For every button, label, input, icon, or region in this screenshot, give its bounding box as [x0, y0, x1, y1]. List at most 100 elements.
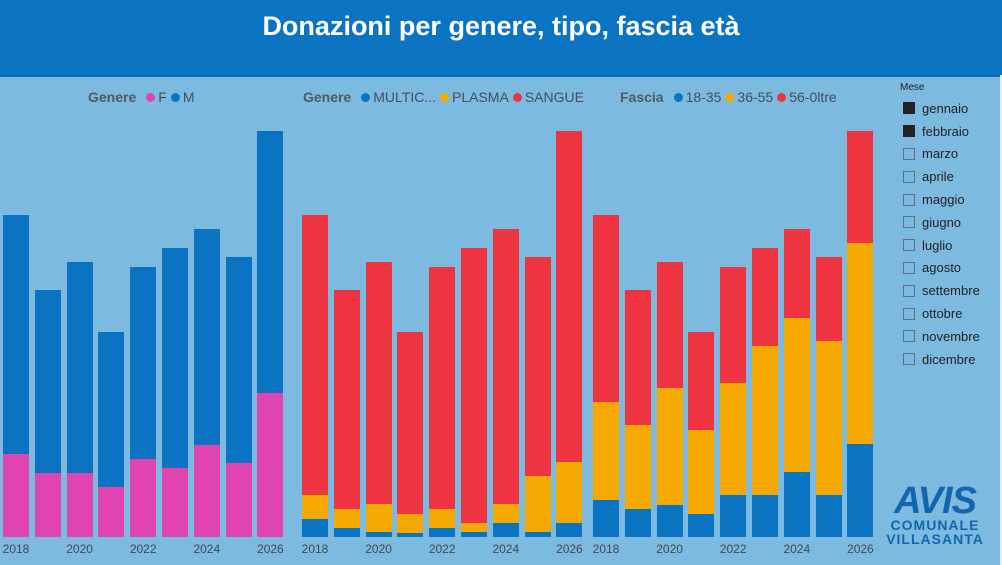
checkbox-icon[interactable]	[903, 353, 915, 366]
checkbox-icon[interactable]	[903, 193, 915, 206]
bar-segment-3655[interactable]	[656, 388, 683, 505]
bar-segment-3655[interactable]	[752, 346, 778, 495]
bar-segment-multic[interactable]	[302, 519, 328, 537]
bar-segment-3655[interactable]	[688, 430, 715, 514]
checkbox-icon[interactable]	[903, 261, 915, 274]
checkbox-icon[interactable]	[903, 307, 915, 320]
checkbox-icon[interactable]	[903, 216, 915, 229]
bar-segment-plasma[interactable]	[492, 504, 519, 523]
legend-item[interactable]: PLASMA	[436, 89, 509, 105]
bar-segment-multic[interactable]	[365, 532, 392, 537]
bar-segment-1835[interactable]	[688, 514, 715, 537]
bar-segment-1835[interactable]	[656, 505, 683, 537]
bar-segment-560ltre[interactable]	[656, 262, 683, 388]
bar-segment-3655[interactable]	[815, 341, 842, 495]
bar-segment-multic[interactable]	[461, 532, 487, 537]
bar-segment-sangue[interactable]	[556, 131, 583, 462]
bar-segment-f[interactable]	[225, 463, 252, 537]
bar-segment-560ltre[interactable]	[815, 257, 842, 341]
bar-segment-m[interactable]	[66, 262, 93, 473]
slicer-item-settembre[interactable]: settembre	[900, 279, 1000, 302]
legend-item[interactable]: 36-55	[721, 89, 773, 105]
bar-segment-f[interactable]	[193, 445, 220, 537]
slicer-item-gennaio[interactable]: gennaio	[900, 97, 1000, 120]
legend-item[interactable]: 18-35	[670, 89, 721, 105]
bar-segment-f[interactable]	[3, 454, 29, 537]
slicer-item-dicembre[interactable]: dicembre	[900, 348, 1000, 371]
bar-segment-plasma[interactable]	[333, 509, 360, 528]
bar-segment-m[interactable]	[257, 131, 284, 393]
slicer-item-maggio[interactable]: maggio	[900, 188, 1000, 211]
bar-segment-sangue[interactable]	[397, 332, 424, 514]
bar-segment-f[interactable]	[257, 393, 284, 537]
bar-segment-560ltre[interactable]	[752, 248, 778, 346]
legend-item[interactable]: MULTIC...	[357, 89, 436, 105]
bar-segment-sangue[interactable]	[524, 257, 551, 476]
slicer-item-febbraio[interactable]: febbraio	[900, 120, 1000, 143]
bar-segment-560ltre[interactable]	[720, 267, 747, 383]
bar-segment-plasma[interactable]	[365, 504, 392, 532]
bar-segment-1835[interactable]	[815, 495, 842, 537]
checkbox-icon[interactable]	[903, 147, 915, 160]
bar-segment-multic[interactable]	[492, 523, 519, 537]
bar-segment-plasma[interactable]	[556, 462, 583, 523]
bar-segment-3655[interactable]	[720, 383, 747, 495]
slicer-item-marzo[interactable]: marzo	[900, 143, 1000, 166]
bar-segment-3655[interactable]	[783, 318, 810, 472]
legend-item[interactable]: SANGUE	[509, 89, 584, 105]
bar-segment-multic[interactable]	[397, 533, 424, 537]
bar-segment-560ltre[interactable]	[783, 229, 810, 318]
bar-segment-sangue[interactable]	[302, 215, 328, 495]
checkbox-icon[interactable]	[903, 102, 915, 115]
bar-segment-plasma[interactable]	[429, 509, 456, 528]
slicer-item-agosto[interactable]: agosto	[900, 257, 1000, 280]
bar-segment-3655[interactable]	[624, 425, 651, 509]
checkbox-icon[interactable]	[903, 170, 915, 183]
slicer-item-ottobre[interactable]: ottobre	[900, 302, 1000, 325]
bar-segment-m[interactable]	[225, 257, 252, 463]
legend-item[interactable]: F	[142, 89, 167, 105]
bar-segment-plasma[interactable]	[302, 495, 328, 519]
bar-segment-m[interactable]	[193, 229, 220, 445]
bar-segment-multic[interactable]	[429, 528, 456, 537]
bar-segment-sangue[interactable]	[492, 229, 519, 504]
bar-segment-1835[interactable]	[593, 500, 619, 537]
bar-segment-f[interactable]	[162, 468, 188, 537]
bar-segment-3655[interactable]	[593, 402, 619, 500]
checkbox-icon[interactable]	[903, 284, 915, 297]
bar-segment-f[interactable]	[98, 487, 125, 537]
bar-segment-560ltre[interactable]	[593, 215, 619, 402]
bar-segment-sangue[interactable]	[333, 290, 360, 509]
bar-segment-1835[interactable]	[752, 495, 778, 537]
bar-segment-560ltre[interactable]	[624, 290, 651, 425]
checkbox-icon[interactable]	[903, 330, 915, 343]
bar-segment-1835[interactable]	[783, 472, 810, 537]
bar-segment-f[interactable]	[34, 473, 61, 537]
checkbox-icon[interactable]	[903, 239, 915, 252]
bar-segment-560ltre[interactable]	[688, 332, 715, 430]
bar-segment-m[interactable]	[130, 267, 157, 459]
bar-segment-sangue[interactable]	[365, 262, 392, 504]
bar-segment-plasma[interactable]	[397, 514, 424, 533]
bar-segment-multic[interactable]	[333, 528, 360, 537]
slicer-item-aprile[interactable]: aprile	[900, 165, 1000, 188]
bar-segment-plasma[interactable]	[461, 523, 487, 532]
bar-segment-1835[interactable]	[624, 509, 651, 537]
bar-segment-m[interactable]	[98, 332, 125, 487]
legend-item[interactable]: M	[167, 89, 194, 105]
slicer-item-luglio[interactable]: luglio	[900, 234, 1000, 257]
bar-segment-sangue[interactable]	[429, 267, 456, 509]
slicer-item-giugno[interactable]: giugno	[900, 211, 1000, 234]
slicer-item-novembre[interactable]: novembre	[900, 325, 1000, 348]
bar-segment-1835[interactable]	[847, 444, 874, 537]
bar-segment-multic[interactable]	[524, 532, 551, 537]
bar-segment-m[interactable]	[34, 290, 61, 473]
bar-segment-560ltre[interactable]	[847, 131, 874, 243]
checkbox-icon[interactable]	[903, 125, 915, 138]
bar-segment-sangue[interactable]	[461, 248, 487, 523]
bar-segment-1835[interactable]	[720, 495, 747, 537]
bar-segment-plasma[interactable]	[524, 476, 551, 532]
bar-segment-multic[interactable]	[556, 523, 583, 537]
bar-segment-m[interactable]	[3, 215, 29, 454]
bar-segment-f[interactable]	[66, 473, 93, 537]
